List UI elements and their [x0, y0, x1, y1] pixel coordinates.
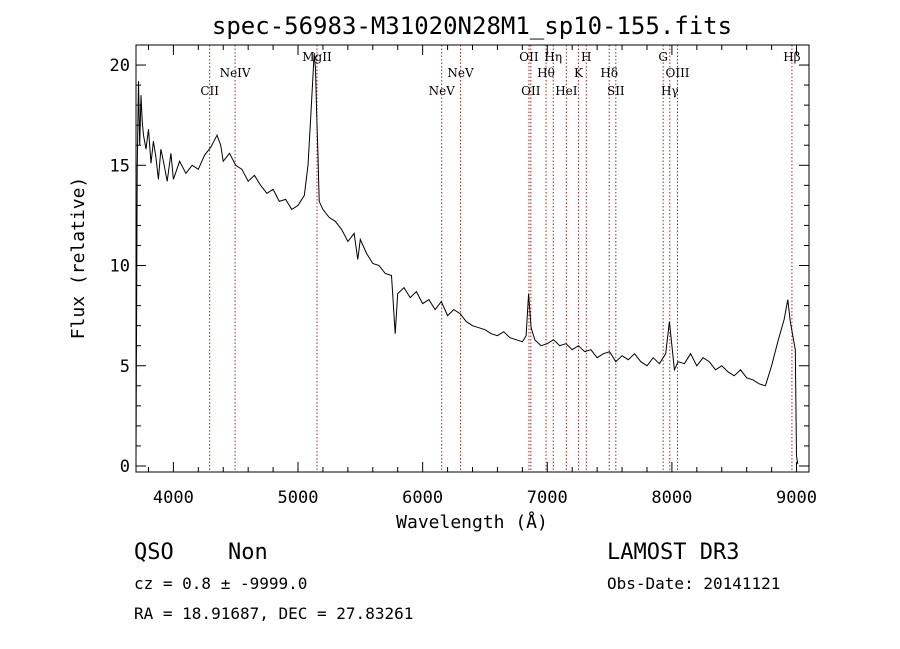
line-marker-label: Hη	[544, 50, 562, 64]
line-marker-label: SII	[607, 84, 625, 98]
y-axis-label: Flux (relative)	[68, 177, 89, 340]
y-axis-ticks: 0 5 10 15 20	[110, 44, 809, 477]
line-marker-label: K	[574, 66, 584, 80]
x-tick-label: 5000	[278, 488, 319, 508]
x-axis-label: Wavelength (Å)	[396, 511, 548, 533]
chart-title: spec-56983-M31020N28M1_sp10-155.fits	[212, 12, 732, 40]
x-tick-label: 6000	[402, 488, 443, 508]
coordinates: RA = 18.91687, DEC = 27.83261	[134, 604, 413, 623]
line-marker-label: Hθ	[537, 66, 555, 80]
x-axis-ticks: 4000 5000 6000 7000 8000 9000	[147, 45, 817, 508]
y-tick-label: 20	[110, 56, 130, 76]
y-tick-label: 0	[120, 457, 130, 477]
emission-line-markers	[209, 45, 793, 472]
line-marker-label: Hδ	[600, 66, 618, 80]
line-marker-label: OII	[519, 50, 539, 64]
observation-date: Obs-Date: 20141121	[607, 574, 780, 593]
line-marker-label: Hγ	[661, 84, 679, 98]
x-tick-label: 8000	[651, 488, 692, 508]
x-tick-label: 4000	[153, 488, 194, 508]
line-marker-label: NeV	[429, 84, 456, 98]
x-tick-label: 9000	[776, 488, 817, 508]
y-tick-label: 15	[110, 156, 130, 176]
redshift-value: cz = 0.8 ± -9999.0	[134, 574, 307, 593]
spectrum-line	[135, 52, 799, 465]
line-marker-label: H	[581, 50, 591, 64]
object-class: QSO	[134, 540, 174, 565]
plot-frame	[135, 44, 810, 473]
x-tick-label: 7000	[527, 488, 568, 508]
line-marker-label: G	[658, 50, 668, 64]
line-marker-label: OIII	[665, 66, 689, 80]
y-tick-label: 10	[110, 257, 130, 277]
line-marker-label: MgII	[302, 50, 332, 64]
line-marker-label: Hβ	[783, 50, 800, 64]
object-subclass: Non	[228, 540, 268, 565]
survey-name: LAMOST DR3	[607, 540, 739, 565]
y-tick-label: 5	[120, 357, 130, 377]
line-marker-label: HeI	[555, 84, 578, 98]
line-marker-label: NeV	[447, 66, 474, 80]
line-marker-label: NeIV	[220, 66, 251, 80]
line-marker-label: OII	[521, 84, 541, 98]
line-marker-label: CII	[200, 84, 219, 98]
